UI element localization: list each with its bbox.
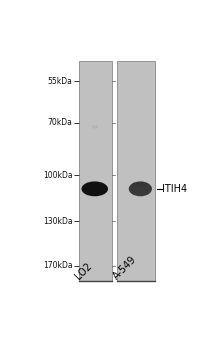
Ellipse shape [132,181,149,187]
Text: 55kDa: 55kDa [48,77,72,86]
Text: 130kDa: 130kDa [43,217,72,226]
Ellipse shape [129,181,152,196]
Ellipse shape [91,125,98,128]
Ellipse shape [85,181,104,187]
Text: LO2: LO2 [74,261,94,282]
Text: ITIH4: ITIH4 [162,184,187,194]
Bar [79,61,112,280]
Bar [117,61,155,280]
Ellipse shape [82,181,108,196]
Text: 100kDa: 100kDa [43,171,72,180]
Text: A-549: A-549 [112,255,139,282]
Text: 70kDa: 70kDa [48,118,72,127]
Text: 170kDa: 170kDa [43,261,72,270]
